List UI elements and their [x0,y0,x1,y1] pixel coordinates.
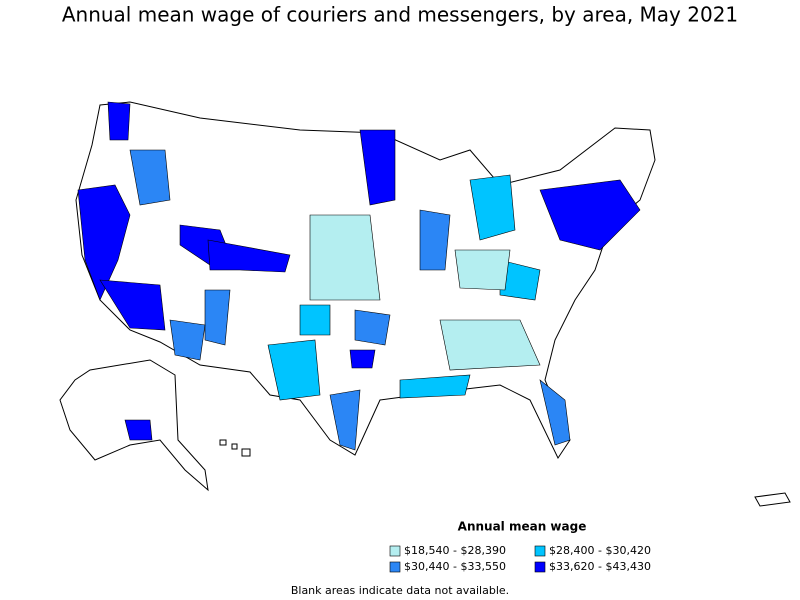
wage-area [454,249,511,291]
wage-area [469,174,516,241]
legend: $18,540 - $28,390 $28,400 - $30,420 $30,44… [389,544,651,573]
wage-area [267,339,321,401]
map-title: Annual mean wage of couriers and messeng… [62,3,738,27]
legend-label: $28,400 - $30,420 [549,544,651,557]
hawaii [219,439,251,457]
legend-swatch [389,561,401,573]
wage-area [539,379,571,446]
legend-label: $33,620 - $43,430 [549,560,651,573]
wage-area [124,419,153,441]
wage-area [399,374,471,399]
wage-area [329,389,361,451]
wage-area [539,179,641,251]
legend-title: Annual mean wage [458,520,587,534]
wage-area [77,184,131,301]
wage-area [359,129,396,206]
legend-swatch [534,545,546,557]
wage-areas [77,101,641,451]
wage-area [129,149,171,206]
wage-area [204,289,231,346]
wage-area [299,304,331,336]
legend-label: $30,440 - $33,550 [404,560,506,573]
map [59,101,791,507]
wage-area [439,319,541,371]
wage-area [309,214,381,301]
wage-area [419,209,451,271]
legend-label: $18,540 - $28,390 [404,544,506,557]
wage-area [349,349,376,369]
legend-swatch [389,545,401,557]
wage-area [169,319,206,361]
legend-swatch [534,561,546,573]
wage-area [207,239,291,273]
wage-area [99,279,166,331]
note: Blank areas indicate data not available. [291,584,509,597]
puerto-rico [754,492,791,507]
wage-area [354,309,391,346]
wage-area [107,101,131,141]
